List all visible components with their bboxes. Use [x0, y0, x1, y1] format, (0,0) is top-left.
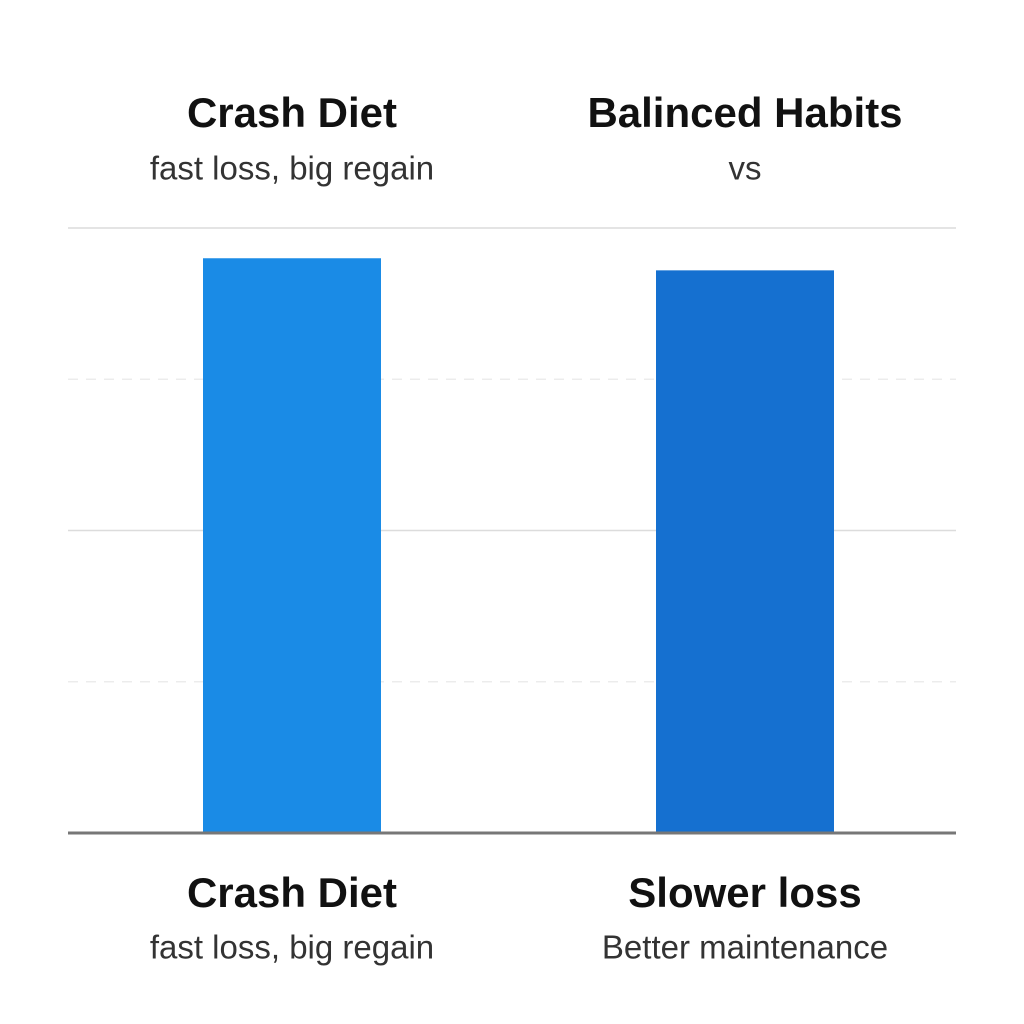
x-tick-sublabel: Better maintenance [602, 929, 888, 966]
x-tick-label: Slower loss [628, 869, 861, 916]
bar [203, 258, 381, 833]
header-subtitle: vs [729, 150, 762, 187]
header-title: Crash Diet [187, 89, 397, 136]
header-subtitle: fast loss, big regain [150, 150, 434, 187]
x-tick-sublabel: fast loss, big regain [150, 929, 434, 966]
bar [656, 270, 834, 834]
x-tick-label: Crash Diet [187, 869, 397, 916]
header-title: Balinced Habits [587, 89, 902, 136]
